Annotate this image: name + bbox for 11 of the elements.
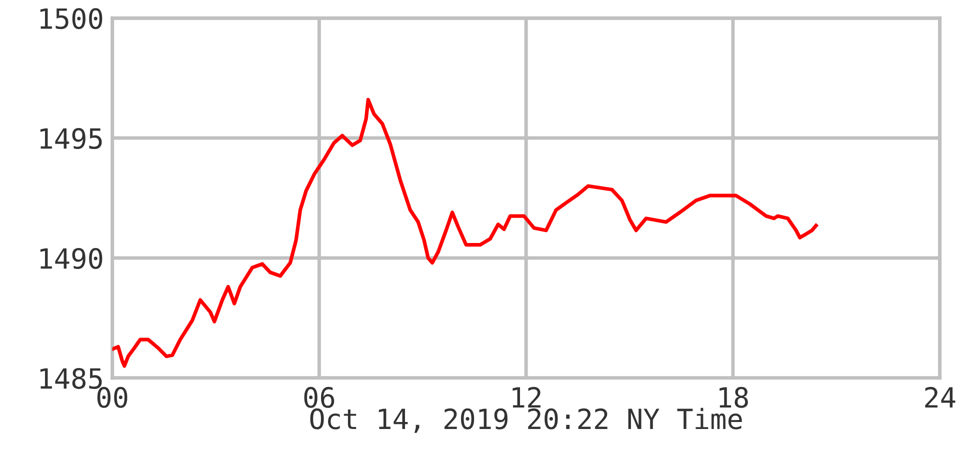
y-tick-label: 1490 — [40, 248, 102, 270]
x-tick-label: 24 — [925, 386, 956, 408]
x-tick-label: 12 — [512, 386, 540, 408]
x-tick-label: 00 — [97, 386, 128, 408]
x-axis-title: Oct 14, 2019 20:22 NY Time — [310, 408, 742, 433]
line-series — [112, 98, 818, 368]
y-tick-label: 1485 — [40, 368, 102, 389]
y-tick-label: 1500 — [40, 8, 102, 30]
y-tick-label: 1495 — [40, 128, 102, 150]
x-tick-label: 06 — [304, 386, 334, 408]
x-tick-label: 18 — [720, 386, 748, 408]
